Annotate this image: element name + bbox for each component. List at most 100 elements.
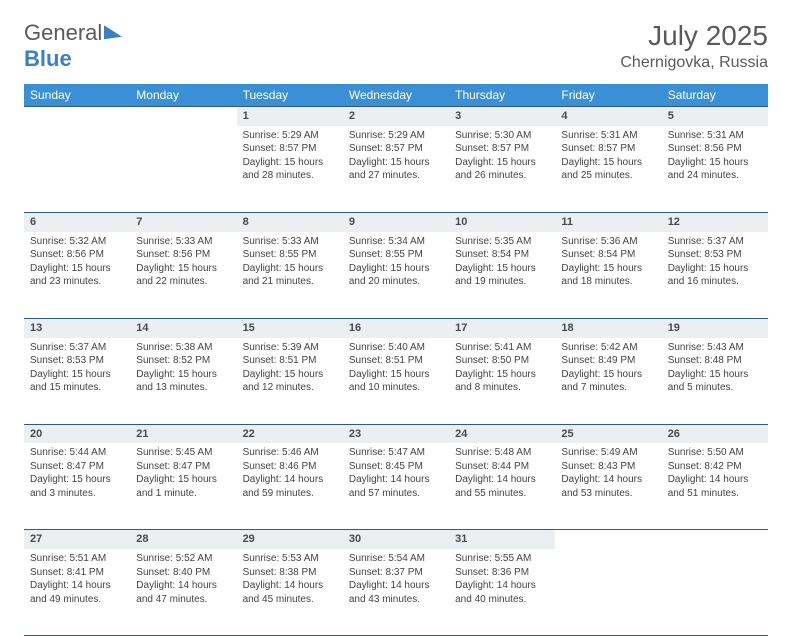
day-content-cell: Sunrise: 5:55 AMSunset: 8:36 PMDaylight:… bbox=[449, 549, 555, 636]
daylight-line-1: Daylight: 15 hours bbox=[455, 262, 549, 276]
sunrise-line: Sunrise: 5:47 AM bbox=[349, 446, 443, 460]
sunset-line: Sunset: 8:55 PM bbox=[243, 248, 337, 262]
brand-text: General Blue bbox=[24, 20, 122, 72]
day-number-cell: 16 bbox=[343, 318, 449, 337]
sunset-line: Sunset: 8:56 PM bbox=[136, 248, 230, 262]
day-content-cell: Sunrise: 5:52 AMSunset: 8:40 PMDaylight:… bbox=[130, 549, 236, 636]
sunrise-line: Sunrise: 5:45 AM bbox=[136, 446, 230, 460]
day-content-cell: Sunrise: 5:36 AMSunset: 8:54 PMDaylight:… bbox=[555, 232, 661, 319]
day-content-row: Sunrise: 5:32 AMSunset: 8:56 PMDaylight:… bbox=[24, 232, 768, 319]
day-content-cell: Sunrise: 5:45 AMSunset: 8:47 PMDaylight:… bbox=[130, 443, 236, 530]
day-number-row: 13141516171819 bbox=[24, 318, 768, 337]
day-number-cell: 7 bbox=[130, 212, 236, 231]
day-content-cell: Sunrise: 5:35 AMSunset: 8:54 PMDaylight:… bbox=[449, 232, 555, 319]
day-content-cell: Sunrise: 5:40 AMSunset: 8:51 PMDaylight:… bbox=[343, 338, 449, 425]
sunset-line: Sunset: 8:54 PM bbox=[455, 248, 549, 262]
daylight-line-2: and 18 minutes. bbox=[561, 275, 655, 289]
day-content-row: Sunrise: 5:37 AMSunset: 8:53 PMDaylight:… bbox=[24, 338, 768, 425]
day-number-cell: 14 bbox=[130, 318, 236, 337]
day-number-cell: 26 bbox=[662, 424, 768, 443]
day-content-cell bbox=[555, 549, 661, 636]
daylight-line-1: Daylight: 15 hours bbox=[668, 262, 762, 276]
daylight-line-2: and 28 minutes. bbox=[243, 169, 337, 183]
sunrise-line: Sunrise: 5:52 AM bbox=[136, 552, 230, 566]
day-number-cell: 2 bbox=[343, 107, 449, 126]
sunrise-line: Sunrise: 5:49 AM bbox=[561, 446, 655, 460]
daylight-line-1: Daylight: 15 hours bbox=[136, 368, 230, 382]
day-number-cell: 1 bbox=[237, 107, 343, 126]
sunset-line: Sunset: 8:53 PM bbox=[668, 248, 762, 262]
day-content-cell: Sunrise: 5:41 AMSunset: 8:50 PMDaylight:… bbox=[449, 338, 555, 425]
day-number-cell: 20 bbox=[24, 424, 130, 443]
sunrise-line: Sunrise: 5:30 AM bbox=[455, 129, 549, 143]
day-content-cell: Sunrise: 5:44 AMSunset: 8:47 PMDaylight:… bbox=[24, 443, 130, 530]
daylight-line-1: Daylight: 15 hours bbox=[136, 262, 230, 276]
sunset-line: Sunset: 8:55 PM bbox=[349, 248, 443, 262]
sunset-line: Sunset: 8:54 PM bbox=[561, 248, 655, 262]
daylight-line-2: and 59 minutes. bbox=[243, 487, 337, 501]
day-number-cell: 27 bbox=[24, 530, 130, 549]
sunset-line: Sunset: 8:36 PM bbox=[455, 566, 549, 580]
day-number-cell: 25 bbox=[555, 424, 661, 443]
day-content-cell: Sunrise: 5:46 AMSunset: 8:46 PMDaylight:… bbox=[237, 443, 343, 530]
location-label: Chernigovka, Russia bbox=[620, 54, 768, 72]
sunset-line: Sunset: 8:53 PM bbox=[30, 354, 124, 368]
sunrise-line: Sunrise: 5:55 AM bbox=[455, 552, 549, 566]
day-number-cell: 24 bbox=[449, 424, 555, 443]
sunrise-line: Sunrise: 5:37 AM bbox=[668, 235, 762, 249]
sunrise-line: Sunrise: 5:43 AM bbox=[668, 341, 762, 355]
daylight-line-1: Daylight: 14 hours bbox=[243, 579, 337, 593]
day-content-cell: Sunrise: 5:34 AMSunset: 8:55 PMDaylight:… bbox=[343, 232, 449, 319]
day-number-row: 12345 bbox=[24, 107, 768, 126]
daylight-line-2: and 5 minutes. bbox=[668, 381, 762, 395]
daylight-line-1: Daylight: 14 hours bbox=[561, 473, 655, 487]
sunrise-line: Sunrise: 5:51 AM bbox=[30, 552, 124, 566]
day-content-cell bbox=[24, 126, 130, 213]
day-number-cell: 30 bbox=[343, 530, 449, 549]
daylight-line-2: and 43 minutes. bbox=[349, 593, 443, 607]
sunrise-line: Sunrise: 5:39 AM bbox=[243, 341, 337, 355]
daylight-line-2: and 19 minutes. bbox=[455, 275, 549, 289]
daylight-line-1: Daylight: 15 hours bbox=[30, 262, 124, 276]
weekday-header: Thursday bbox=[449, 84, 555, 107]
sunrise-line: Sunrise: 5:46 AM bbox=[243, 446, 337, 460]
brand-part1: General bbox=[24, 20, 102, 45]
sunset-line: Sunset: 8:49 PM bbox=[561, 354, 655, 368]
sunrise-line: Sunrise: 5:35 AM bbox=[455, 235, 549, 249]
daylight-line-2: and 21 minutes. bbox=[243, 275, 337, 289]
sunset-line: Sunset: 8:44 PM bbox=[455, 460, 549, 474]
sunrise-line: Sunrise: 5:33 AM bbox=[136, 235, 230, 249]
day-content-row: Sunrise: 5:51 AMSunset: 8:41 PMDaylight:… bbox=[24, 549, 768, 636]
sunset-line: Sunset: 8:57 PM bbox=[243, 142, 337, 156]
daylight-line-2: and 55 minutes. bbox=[455, 487, 549, 501]
day-content-cell: Sunrise: 5:37 AMSunset: 8:53 PMDaylight:… bbox=[24, 338, 130, 425]
daylight-line-1: Daylight: 14 hours bbox=[455, 473, 549, 487]
daylight-line-2: and 8 minutes. bbox=[455, 381, 549, 395]
sunset-line: Sunset: 8:46 PM bbox=[243, 460, 337, 474]
weekday-header: Saturday bbox=[662, 84, 768, 107]
sunset-line: Sunset: 8:57 PM bbox=[455, 142, 549, 156]
sunrise-line: Sunrise: 5:40 AM bbox=[349, 341, 443, 355]
day-number-row: 6789101112 bbox=[24, 212, 768, 231]
day-content-cell: Sunrise: 5:51 AMSunset: 8:41 PMDaylight:… bbox=[24, 549, 130, 636]
day-number-cell: 23 bbox=[343, 424, 449, 443]
daylight-line-2: and 23 minutes. bbox=[30, 275, 124, 289]
sunset-line: Sunset: 8:48 PM bbox=[668, 354, 762, 368]
daylight-line-2: and 7 minutes. bbox=[561, 381, 655, 395]
daylight-line-2: and 1 minute. bbox=[136, 487, 230, 501]
header: General Blue July 2025 Chernigovka, Russ… bbox=[24, 20, 768, 72]
daylight-line-2: and 49 minutes. bbox=[30, 593, 124, 607]
day-content-cell: Sunrise: 5:33 AMSunset: 8:56 PMDaylight:… bbox=[130, 232, 236, 319]
day-number-cell: 21 bbox=[130, 424, 236, 443]
daylight-line-1: Daylight: 14 hours bbox=[455, 579, 549, 593]
sunrise-line: Sunrise: 5:50 AM bbox=[668, 446, 762, 460]
sunrise-line: Sunrise: 5:32 AM bbox=[30, 235, 124, 249]
day-number-cell: 19 bbox=[662, 318, 768, 337]
day-content-cell: Sunrise: 5:54 AMSunset: 8:37 PMDaylight:… bbox=[343, 549, 449, 636]
weekday-header: Monday bbox=[130, 84, 236, 107]
day-content-row: Sunrise: 5:44 AMSunset: 8:47 PMDaylight:… bbox=[24, 443, 768, 530]
sunset-line: Sunset: 8:50 PM bbox=[455, 354, 549, 368]
daylight-line-1: Daylight: 15 hours bbox=[30, 368, 124, 382]
daylight-line-1: Daylight: 15 hours bbox=[136, 473, 230, 487]
daylight-line-2: and 26 minutes. bbox=[455, 169, 549, 183]
